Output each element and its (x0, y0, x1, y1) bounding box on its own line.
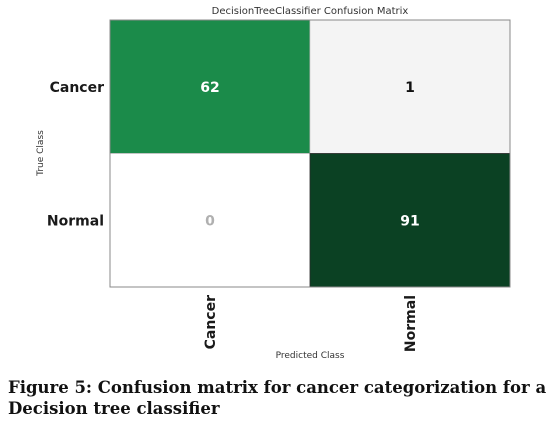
y-axis-label: True Class (36, 130, 46, 177)
plot-frame (109, 19, 511, 288)
figure-caption: Figure 5: Confusion matrix for cancer ca… (8, 378, 547, 418)
cell-value-cancer-cancer: 62 (200, 80, 219, 96)
x-tick-cancer: Cancer (203, 295, 219, 349)
x-axis-label: Predicted Class (276, 351, 345, 361)
cell-value-normal-cancer: 0 (205, 213, 215, 229)
cell-cancer-normal (309, 19, 511, 154)
cell-normal-normal (309, 153, 511, 288)
cell-value-cancer-normal: 1 (405, 80, 415, 96)
chart-title: DecisionTreeClassifier Confusion Matrix (212, 6, 409, 17)
matrix-cells (109, 19, 511, 288)
y-tick-cancer: Cancer (50, 80, 104, 96)
confusion-matrix-chart: DecisionTreeClassifier Confusion Matrix … (36, 6, 511, 361)
cell-value-labels: 62 1 0 91 (200, 80, 419, 230)
y-tick-normal: Normal (47, 213, 104, 229)
cell-normal-cancer (109, 153, 311, 288)
cell-cancer-cancer (109, 19, 311, 154)
x-tick-labels: Cancer Normal (203, 295, 419, 352)
x-tick-normal: Normal (403, 295, 419, 352)
y-tick-labels: Cancer Normal (47, 80, 104, 230)
cell-value-normal-normal: 91 (400, 213, 419, 229)
